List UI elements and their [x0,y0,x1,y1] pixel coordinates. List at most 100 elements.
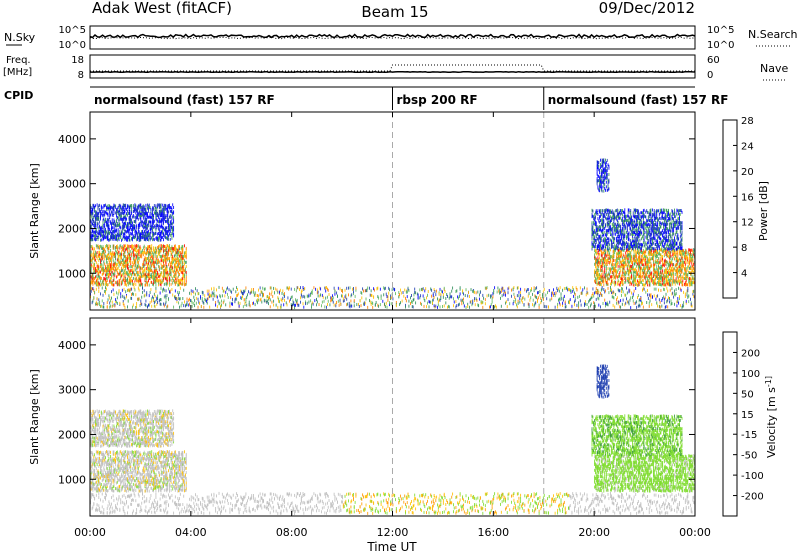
power-cell [163,238,164,242]
power-cell [648,253,650,257]
power-cell [108,247,110,251]
power-cell [107,230,109,234]
power-cell [674,268,676,272]
power-cell [99,282,101,286]
power-cell [632,276,634,280]
power-cell [600,166,601,170]
power-cell [123,206,125,209]
power-cell [158,232,159,235]
power-cell [109,260,111,264]
power-cell [592,227,594,231]
power-cell [607,215,609,219]
power-cell [595,252,597,256]
power-cell [665,267,667,271]
power-cell [90,279,92,283]
power-cell [685,255,687,259]
power-cell [145,227,147,231]
power-cell [142,224,144,228]
power-cell [693,250,695,254]
power-cell [600,253,602,257]
power-cell [656,214,658,218]
power-cell [98,226,100,230]
power-cell [100,229,102,233]
power-cell [660,271,662,275]
power-cell [102,267,104,271]
power-cell [92,238,94,242]
power-cell [670,234,672,238]
power-cell [595,229,597,233]
power-cell [99,275,101,279]
power-cell [144,225,146,229]
power-cell [101,257,103,261]
power-cell [601,267,603,271]
power-cell [164,269,166,273]
power-cell [631,248,632,252]
power-cell [140,216,142,220]
power-cell [160,217,162,221]
power-cell [109,270,111,274]
power-cell [613,249,615,253]
power-cell [642,251,644,255]
power-cell [605,248,606,252]
power-cell [616,247,618,251]
power-cell [127,204,128,208]
power-cell [107,227,109,231]
power-cell [97,280,99,284]
power-cell [602,247,604,251]
power-cell [96,211,98,215]
power-cell [163,249,164,253]
power-cell [172,221,174,225]
power-cell [103,269,105,273]
power-cell [168,204,169,207]
power-cell [625,254,627,258]
power-cell [102,272,104,276]
power-cell [90,265,92,269]
power-cell [625,273,627,277]
power-cell [144,279,146,283]
power-cell [680,227,682,231]
power-cell [657,280,659,284]
power-cell [683,260,685,264]
power-cell [181,257,183,261]
power-cell [103,204,105,208]
power-cell [602,209,604,213]
power-cell [594,222,596,226]
power-cell [158,283,159,287]
power-cell [116,221,118,225]
power-cell [600,164,602,168]
power-cell [148,269,150,273]
power-cell [128,260,130,264]
power-cell [121,247,123,251]
power-cell [666,274,668,278]
cpid-bar: normalsound (fast) 157 RF rbsp 200 RF norm… [90,86,728,110]
power-cell [104,234,106,238]
power-cell [594,235,596,239]
power-cell [647,237,648,241]
power-cell [95,269,96,273]
power-cell [105,265,106,269]
power-cell [173,228,175,232]
power-cell [611,215,613,219]
power-cell [138,275,140,279]
power-cell [600,278,602,282]
power-cell [151,212,153,216]
power-cell [95,261,97,265]
power-cell [610,211,611,215]
power-cell [117,272,119,276]
power-cell [596,170,598,174]
power-cell [681,281,683,285]
power-cell [629,210,631,214]
power-cell [654,242,656,246]
power-cell [105,210,106,214]
power-cell [137,258,138,262]
power-cell [658,226,659,230]
power-cell [97,263,99,267]
power-cell [137,270,139,274]
power-cell [689,248,690,252]
power-cell [147,283,148,287]
power-cell [619,271,621,275]
power-cell [160,203,162,207]
power-cell [135,260,137,264]
power-cell [662,250,664,254]
power-cell [674,239,675,242]
